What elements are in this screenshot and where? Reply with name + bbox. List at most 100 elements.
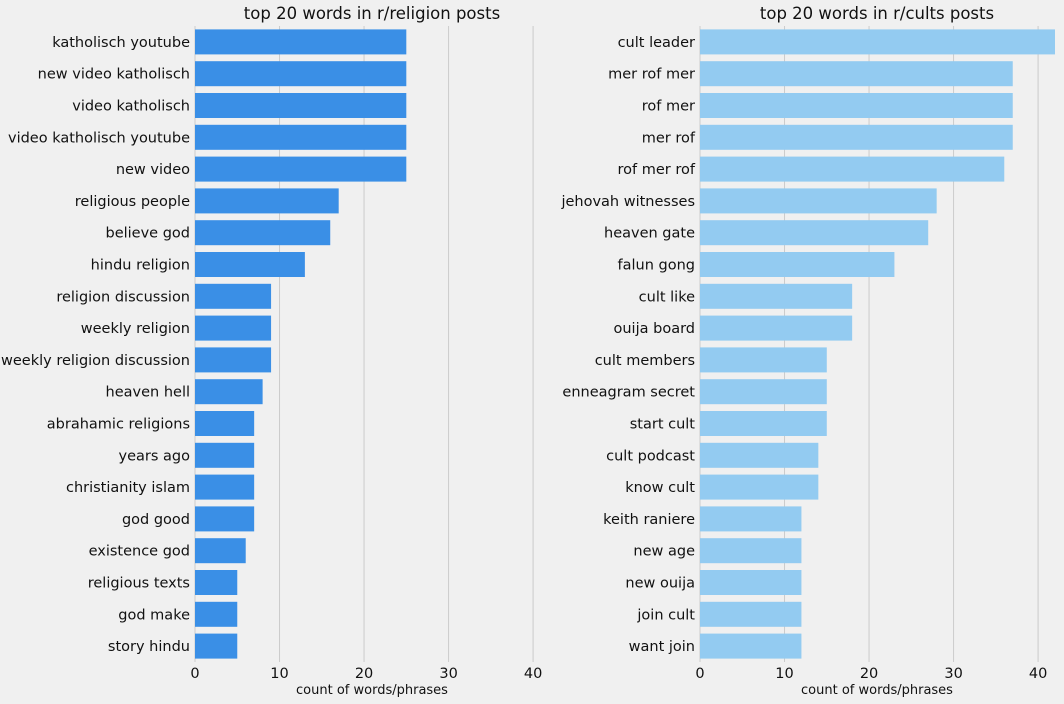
cults-bar — [700, 124, 1013, 150]
cults-category-label: rof mer rof — [618, 162, 696, 178]
cults-bar — [700, 538, 802, 564]
religion-bar — [195, 474, 255, 500]
cults-category-label: mer rof — [642, 130, 696, 146]
cults-bar — [700, 601, 802, 627]
religion-bar — [195, 93, 407, 118]
religion-x-tick-label: 0 — [190, 666, 199, 682]
cults-bar — [700, 442, 819, 468]
religion-category-label: video katholisch — [72, 99, 190, 115]
religion-category-label: new video katholisch — [38, 67, 190, 83]
religion-bar — [195, 124, 407, 150]
religion-bar — [195, 252, 305, 277]
cults-x-tick-label: 30 — [944, 666, 962, 682]
religion-category-label: story hindu — [108, 639, 190, 655]
cults-category-label: new age — [633, 544, 695, 560]
religion-category-label: believe god — [106, 226, 191, 242]
cults-chart-panel: top 20 words in r/cults posts cult leade… — [560, 4, 1055, 698]
religion-bar — [195, 442, 255, 468]
religion-x-tick-label: 40 — [524, 666, 542, 682]
religion-bar — [195, 188, 339, 214]
religion-bar — [195, 538, 246, 564]
cults-category-label: heaven gate — [604, 226, 695, 242]
cults-bar — [700, 347, 827, 373]
religion-bars — [195, 29, 407, 659]
religion-bar — [195, 601, 238, 627]
religion-category-label: religious people — [75, 194, 190, 210]
cults-gridlines — [699, 26, 1039, 662]
cults-category-label: want join — [629, 639, 695, 655]
religion-bar — [195, 29, 407, 55]
cults-chart-title: top 20 words in r/cults posts — [760, 4, 994, 23]
religion-bar — [195, 347, 272, 373]
cults-x-tick-label: 10 — [775, 666, 793, 682]
cults-category-label: know cult — [625, 480, 695, 496]
cults-bar — [700, 506, 802, 532]
cults-x-tick-label: 20 — [860, 666, 878, 682]
cults-x-ticks: 0 10 20 30 40 — [695, 666, 1047, 682]
religion-bar — [195, 283, 272, 309]
cults-bar — [700, 252, 895, 277]
religion-bar — [195, 506, 255, 532]
cults-bar — [700, 379, 827, 405]
religion-bar — [195, 570, 238, 595]
cults-bar — [700, 283, 853, 309]
religion-x-tick-label: 30 — [439, 666, 457, 682]
religion-category-label: years ago — [119, 448, 191, 464]
religion-bar — [195, 411, 255, 436]
cults-category-label: enneagram secret — [562, 385, 695, 401]
cults-category-label: cult like — [639, 289, 695, 305]
cults-category-labels: cult leader mer rof mer rof mer mer rof rof … — [560, 35, 695, 655]
religion-bar — [195, 379, 263, 405]
cults-category-label: new ouija — [625, 576, 695, 592]
religion-x-ticks: 0 10 20 30 40 — [190, 666, 542, 682]
religion-bar — [195, 633, 238, 659]
religion-category-label: new video — [116, 162, 190, 178]
cults-bar — [700, 570, 802, 595]
religion-x-axis-label: count of words/phrases — [296, 683, 448, 698]
religion-category-label: abrahamic religions — [47, 417, 190, 433]
cults-category-label: keith raniere — [603, 512, 695, 528]
religion-category-label: christianity islam — [66, 480, 190, 496]
religion-category-label: god good — [122, 512, 190, 528]
cults-category-label: cult leader — [618, 35, 695, 51]
cults-x-axis-label: count of words/phrases — [801, 683, 953, 698]
religion-category-label: existence god — [89, 544, 190, 560]
religion-chart-panel: top 20 words in r/religion posts katholi… — [1, 4, 542, 698]
cults-category-label: mer rof mer — [608, 67, 695, 83]
cults-category-label: start cult — [630, 417, 696, 433]
religion-category-label: religion discussion — [56, 289, 190, 305]
cults-bar — [700, 188, 937, 214]
religion-bar — [195, 220, 331, 246]
religion-category-labels: katholisch youtube new video katholisch vi… — [1, 35, 190, 655]
cults-x-tick-label: 40 — [1029, 666, 1047, 682]
cults-category-label: join cult — [636, 607, 695, 623]
cults-bar — [700, 633, 802, 659]
religion-chart-title: top 20 words in r/religion posts — [244, 4, 500, 23]
religion-category-label: god make — [118, 607, 190, 623]
cults-bar — [700, 474, 819, 500]
cults-category-label: cult podcast — [606, 448, 695, 464]
cults-bar — [700, 411, 827, 436]
cults-bar — [700, 315, 853, 341]
cults-category-label: cult members — [595, 353, 695, 369]
religion-bar — [195, 315, 272, 341]
cults-x-tick-label: 0 — [695, 666, 704, 682]
religion-bar — [195, 156, 407, 182]
religion-bar — [195, 61, 407, 87]
religion-category-label: hindu religion — [91, 258, 190, 274]
cults-bar — [700, 156, 1005, 182]
religion-x-tick-label: 10 — [270, 666, 288, 682]
religion-category-label: video katholisch youtube — [8, 130, 190, 146]
religion-category-label: religious texts — [88, 576, 190, 592]
cults-bars — [700, 29, 1055, 659]
cults-bar — [700, 61, 1013, 87]
cults-bar — [700, 220, 929, 246]
religion-category-label: heaven hell — [106, 385, 190, 401]
cults-category-label: rof mer — [642, 99, 695, 115]
cults-bar — [700, 93, 1013, 118]
religion-category-label: katholisch youtube — [52, 35, 190, 51]
religion-category-label: weekly religion — [81, 321, 190, 337]
religion-gridlines — [194, 26, 534, 662]
cults-category-label: falun gong — [618, 258, 695, 274]
